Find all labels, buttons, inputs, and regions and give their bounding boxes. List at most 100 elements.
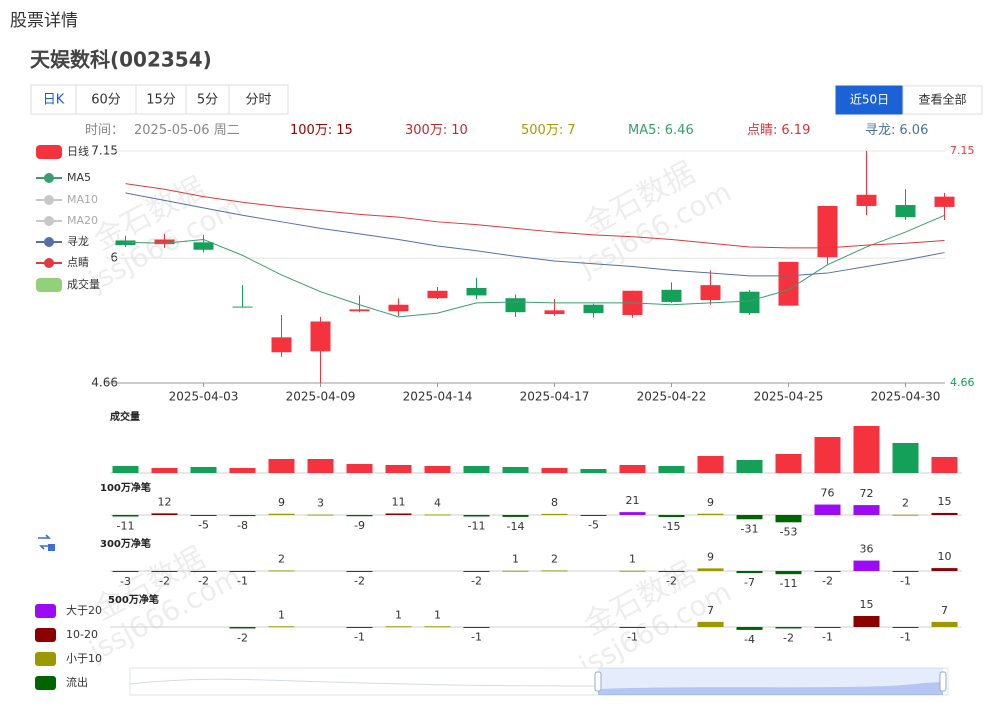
bar [892, 627, 919, 628]
bar-label: -1 [900, 631, 911, 644]
bar [307, 459, 334, 473]
bar [814, 504, 841, 515]
bar-label: -14 [507, 520, 525, 533]
bar [775, 454, 802, 473]
bar [112, 571, 139, 572]
swap-icon[interactable] [38, 534, 55, 551]
bar [736, 627, 763, 630]
tab-label: 60分 [91, 93, 121, 108]
bar-label: -11 [780, 577, 798, 590]
slider-area [598, 682, 943, 695]
bar [541, 570, 568, 572]
x-tick-label: 2025-04-03 [169, 390, 239, 404]
bar-label: -7 [744, 576, 755, 589]
tab[interactable] [228, 84, 289, 115]
info-label: 500万: [521, 123, 563, 138]
tab[interactable] [30, 84, 77, 115]
slider-handle[interactable] [594, 671, 602, 692]
bar [151, 571, 178, 572]
bar-label: -53 [780, 525, 798, 538]
slider-window [598, 668, 943, 695]
bar-label: -15 [663, 520, 681, 533]
legend-swatch [35, 628, 56, 642]
legend-dot [44, 237, 54, 247]
x-tick-label: 2025-04-30 [871, 390, 941, 404]
legend-label: 点睛 [67, 256, 89, 269]
bar-label: -2 [237, 631, 248, 644]
info-value: 6.46 [665, 123, 694, 138]
bar [268, 513, 295, 515]
candle-body [778, 261, 799, 306]
candle-body [544, 310, 565, 315]
bar [229, 627, 256, 629]
bar [736, 571, 763, 574]
tab-label: 5分 [197, 93, 218, 108]
panel-title: 成交量 [110, 410, 140, 423]
bar [268, 570, 295, 572]
bar [658, 466, 685, 473]
bar [931, 568, 958, 571]
bar-label: 9 [707, 550, 714, 563]
bar [112, 466, 139, 473]
bar-label: -2 [783, 631, 794, 644]
slider-track [129, 667, 949, 696]
slider-handle[interactable] [939, 671, 947, 692]
info-item: 时间： 2025-05-06 周二 [85, 123, 240, 138]
x-tick-label: 2025-04-17 [520, 390, 590, 404]
info-value: 7 [567, 123, 575, 138]
bar [502, 515, 529, 517]
legend-dot [44, 195, 54, 205]
bar-label: 36 [860, 543, 874, 556]
bar-label: 1 [434, 608, 441, 621]
candle-body [388, 304, 409, 312]
bar [619, 512, 646, 515]
info-item: MA5: 6.46 [628, 123, 694, 138]
bar-label: -2 [666, 575, 677, 588]
panel-title: 300万净笔 [100, 537, 151, 550]
bar-label: 1 [629, 553, 636, 566]
bar-label: -2 [159, 575, 170, 588]
legend-swatch [36, 145, 62, 159]
bar-label: 1 [278, 608, 285, 621]
candle-body [817, 205, 838, 258]
tab-label: 15分 [146, 93, 176, 108]
bar [853, 616, 880, 627]
bar [853, 560, 880, 571]
legend-swatch [35, 676, 56, 690]
bar-label: -1 [354, 631, 365, 644]
range-button[interactable] [835, 85, 904, 115]
bar [463, 571, 490, 572]
bar [853, 426, 880, 473]
bar [736, 460, 763, 473]
bar [346, 464, 373, 473]
bar-label: 1 [395, 608, 402, 621]
candle-body [583, 304, 604, 314]
bar [658, 515, 685, 518]
info-item: 寻龙: 6.06 [865, 123, 928, 138]
slider-shadow [129, 678, 599, 687]
tab[interactable] [185, 84, 230, 115]
bar-label: 15 [860, 598, 874, 611]
bar-label: -2 [198, 575, 209, 588]
legend-label: 寻龙 [67, 235, 89, 248]
tab[interactable] [135, 84, 187, 115]
bar [541, 468, 568, 473]
range-slider[interactable] [129, 667, 949, 696]
bar [190, 571, 217, 572]
info-item: 500万: 7 [521, 123, 575, 138]
bar-label: 21 [626, 494, 640, 507]
range-button[interactable] [902, 85, 983, 115]
legend-label: MA5 [67, 171, 91, 184]
x-tick-label: 2025-04-22 [637, 390, 707, 404]
bar [619, 465, 646, 473]
x-tick-label: 2025-04-25 [754, 390, 824, 404]
bar-label: -2 [822, 575, 833, 588]
bar [346, 627, 373, 628]
tab[interactable] [75, 84, 137, 115]
info-item: 点睛: 6.19 [747, 123, 810, 138]
bar [151, 468, 178, 473]
legend-label: 日线 [67, 144, 89, 158]
legend-dot [44, 216, 54, 226]
info-label: 寻龙: [865, 123, 895, 138]
